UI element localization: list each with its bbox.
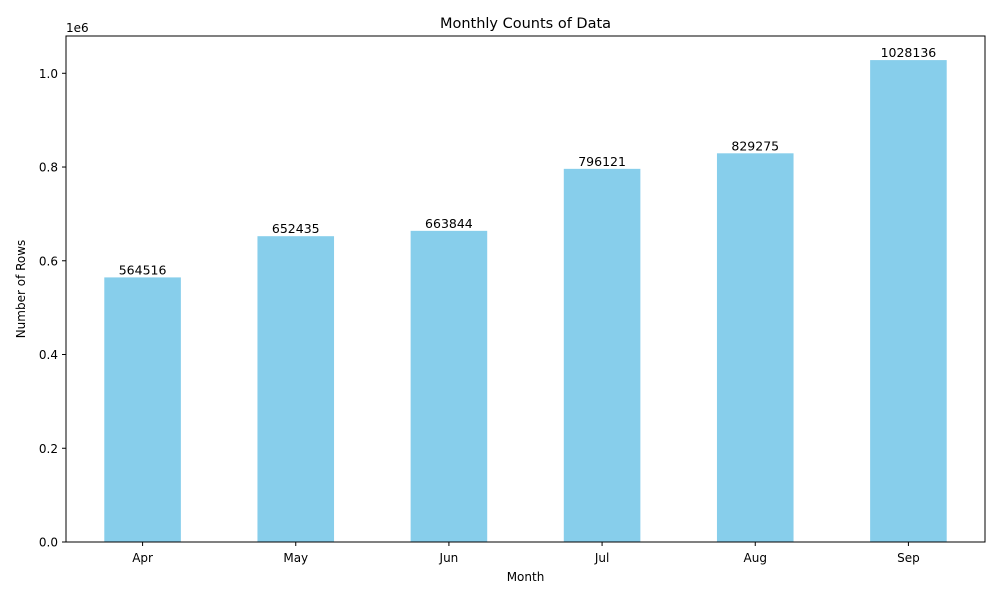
data-label-sep: 1028136 [881, 45, 937, 60]
data-label-jul: 796121 [578, 154, 626, 169]
data-label-apr: 564516 [119, 262, 167, 277]
x-tick-label: Aug [744, 551, 767, 565]
y-tick-label: 0.6 [39, 254, 58, 268]
data-labels-layer: 564516 652435 663844 796121 829275 1028136 [119, 45, 937, 277]
y-tick-label: 0.4 [39, 348, 58, 362]
x-tick-label: Sep [897, 551, 920, 565]
y-tick-label: 0.8 [39, 161, 58, 175]
x-tick-label: May [283, 551, 308, 565]
y-tick-label: 0.2 [39, 442, 58, 456]
bar-jun [410, 230, 488, 542]
bar-may [257, 236, 335, 542]
x-axis-label: Month [507, 570, 545, 584]
bar-aug [716, 153, 794, 543]
data-label-jun: 663844 [425, 216, 473, 231]
plot-frame [65, 35, 986, 543]
x-tick-label: Apr [132, 551, 153, 565]
bar-sep [870, 60, 947, 542]
bars-layer [104, 60, 947, 543]
y-tick-label: 1.0 [39, 67, 58, 81]
x-tick-label: Jul [594, 551, 609, 565]
x-tick-label: Jun [439, 551, 459, 565]
y-axis-ticks: 0.0 0.2 0.4 0.6 0.8 1.0 [39, 67, 66, 550]
bar-apr [104, 277, 181, 542]
data-label-may: 652435 [272, 221, 320, 236]
y-axis-label: Number of Rows [14, 240, 28, 339]
data-label-aug: 829275 [731, 138, 779, 153]
x-axis-ticks: Apr May Jun Jul Aug Sep [132, 542, 920, 565]
chart-title: Monthly Counts of Data [440, 16, 611, 32]
bar-jul [563, 168, 641, 542]
y-axis-multiplier: 1e6 [66, 21, 89, 35]
y-tick-label: 0.0 [39, 536, 58, 550]
